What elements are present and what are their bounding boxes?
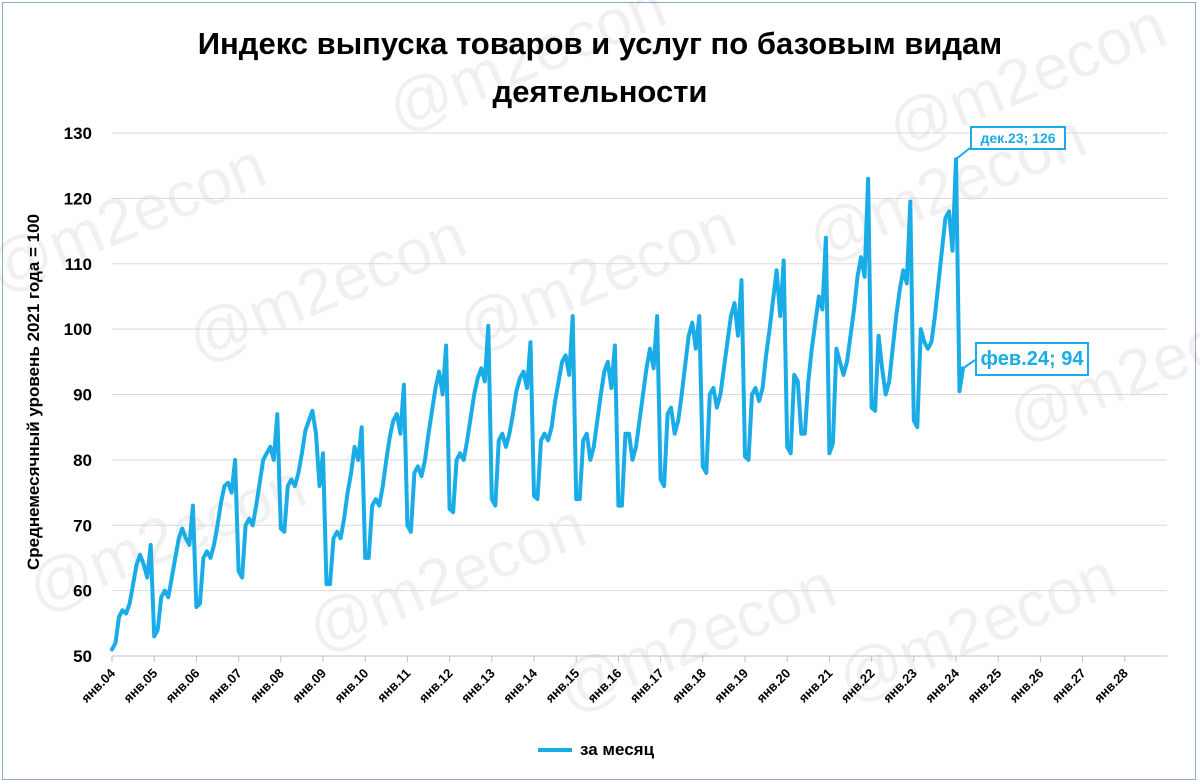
x-tick-label: янв.19	[711, 666, 751, 706]
legend-label: за месяц	[580, 740, 655, 759]
chart-title-line2: деятельности	[492, 74, 708, 109]
x-tick-label: янв.27	[1049, 666, 1089, 706]
legend: за месяц	[538, 740, 654, 760]
x-tick-label: янв.08	[247, 666, 287, 706]
x-tick-label: янв.25	[964, 666, 1004, 706]
x-tick-label: янв.09	[289, 666, 329, 706]
x-tick-label: янв.24	[922, 665, 962, 705]
y-tick-label: 70	[73, 516, 92, 535]
x-tick-label: янв.20	[753, 666, 793, 706]
y-tick-label: 120	[64, 189, 92, 208]
x-tick-label: янв.10	[331, 666, 371, 706]
annotation-last-leader	[962, 359, 976, 370]
x-tick-label: янв.18	[669, 666, 709, 706]
x-tick-label: янв.14	[500, 665, 540, 705]
annotation-last-label: фев.24; 94	[975, 342, 1089, 376]
x-tick-label: янв.15	[542, 666, 582, 706]
x-tick-label: янв.16	[585, 666, 625, 706]
series-line	[110, 157, 965, 652]
x-tick-label: янв.22	[838, 666, 878, 706]
y-tick-label: 90	[73, 386, 92, 405]
chart-title-line1: Индекс выпуска товаров и услуг по базовы…	[197, 26, 1003, 61]
annotation-max-label: дек.23; 126	[970, 126, 1066, 150]
y-tick-label: 50	[73, 647, 92, 666]
x-tick-label: янв.07	[205, 666, 245, 706]
x-tick-label: янв.28	[1091, 666, 1131, 706]
x-tick-label: янв.21	[796, 666, 836, 706]
y-tick-label: 80	[73, 451, 92, 470]
y-tick-label: 130	[64, 124, 92, 143]
x-tick-label: янв.05	[120, 666, 160, 706]
chart-title: Индекс выпуска товаров и услуг по базовы…	[0, 20, 1200, 116]
y-tick-label: 100	[64, 320, 92, 339]
y-tick-label: 60	[73, 582, 92, 601]
x-tick-label: янв.23	[880, 666, 920, 706]
x-tick-label: янв.04	[78, 665, 118, 705]
x-tick-label: янв.17	[627, 666, 667, 706]
x-tick-label: янв.06	[163, 666, 203, 706]
y-tick-label: 110	[65, 255, 92, 274]
x-tick-label: янв.26	[1007, 666, 1047, 706]
x-tick-label: янв.12	[416, 666, 456, 706]
x-tick-label: янв.11	[374, 666, 413, 705]
annotation-max-leader	[955, 147, 971, 160]
legend-swatch	[538, 748, 572, 752]
x-tick-label: янв.13	[458, 666, 498, 706]
